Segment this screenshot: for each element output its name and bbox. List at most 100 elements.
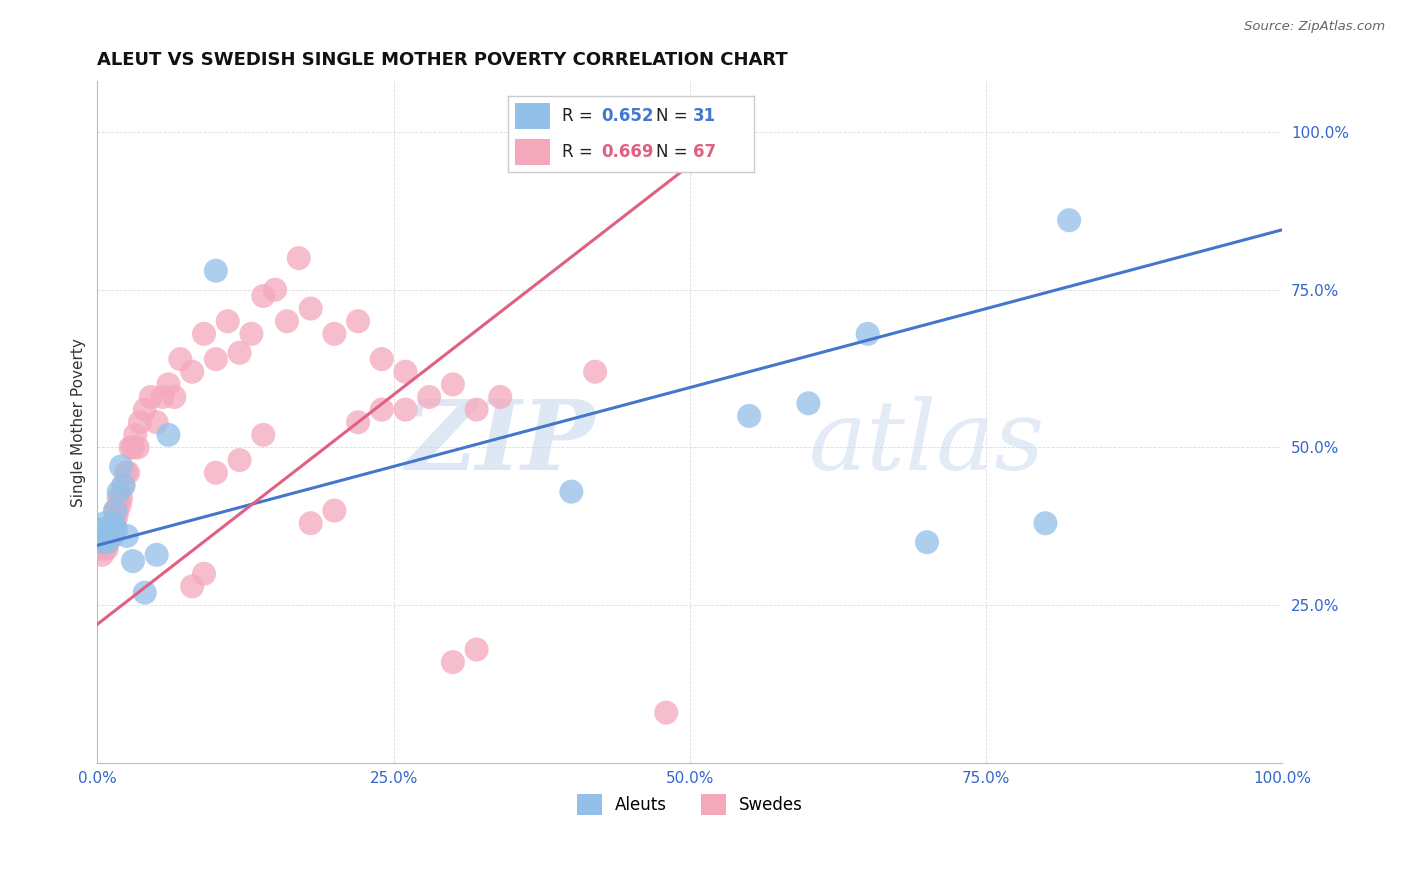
Text: 0.669: 0.669 [602, 143, 654, 161]
Point [163, 390, 186, 404]
Point [129, 415, 152, 429]
Point [228, 453, 250, 467]
Point [347, 415, 370, 429]
Legend: Aleuts, Swedes: Aleuts, Swedes [568, 786, 811, 823]
Point [299, 301, 322, 316]
Y-axis label: Single Mother Poverty: Single Mother Poverty [72, 338, 86, 507]
Point [288, 251, 311, 265]
Point [101, 516, 124, 531]
Point [90, 541, 112, 556]
Text: atlas: atlas [808, 396, 1045, 490]
Point [91, 548, 114, 562]
Point [169, 352, 191, 367]
Point [104, 503, 127, 517]
Point [98, 523, 121, 537]
Point [418, 390, 440, 404]
Point [94, 523, 117, 537]
Point [205, 352, 228, 367]
Point [394, 402, 416, 417]
Point [107, 491, 129, 505]
Point [94, 535, 117, 549]
Point [110, 459, 132, 474]
Point [139, 390, 162, 404]
Point [104, 503, 127, 517]
Point [89, 535, 111, 549]
Point [655, 706, 678, 720]
Point [205, 466, 228, 480]
Point [465, 402, 488, 417]
Point [96, 535, 118, 549]
Point [98, 529, 121, 543]
Text: ALEUT VS SWEDISH SINGLE MOTHER POVERTY CORRELATION CHART: ALEUT VS SWEDISH SINGLE MOTHER POVERTY C… [97, 51, 789, 69]
Point [117, 466, 139, 480]
Point [299, 516, 322, 531]
Point [394, 365, 416, 379]
FancyBboxPatch shape [516, 139, 550, 165]
Point [96, 541, 118, 556]
Point [323, 503, 346, 517]
Point [108, 497, 131, 511]
Point [252, 428, 274, 442]
Point [97, 535, 120, 549]
Point [323, 326, 346, 341]
Point [915, 535, 938, 549]
Point [101, 529, 124, 543]
Point [371, 402, 394, 417]
Text: 0.652: 0.652 [602, 107, 654, 125]
Point [100, 529, 122, 543]
Text: R =: R = [562, 107, 598, 125]
Point [114, 466, 136, 480]
Point [181, 579, 204, 593]
Point [276, 314, 298, 328]
Point [124, 428, 146, 442]
Point [107, 484, 129, 499]
Point [217, 314, 239, 328]
Point [112, 478, 135, 492]
Point [89, 523, 111, 537]
Text: N =: N = [655, 107, 693, 125]
Point [347, 314, 370, 328]
Point [145, 415, 167, 429]
Point [181, 365, 204, 379]
Text: R =: R = [562, 143, 598, 161]
Point [157, 428, 180, 442]
Point [112, 478, 135, 492]
Point [252, 289, 274, 303]
Point [441, 377, 464, 392]
Point [738, 409, 761, 423]
Point [107, 503, 129, 517]
Point [91, 529, 114, 543]
Text: N =: N = [655, 143, 693, 161]
Point [91, 529, 114, 543]
Text: 31: 31 [693, 107, 716, 125]
Point [797, 396, 820, 410]
Point [205, 264, 228, 278]
Point [856, 326, 879, 341]
Point [103, 516, 125, 531]
Text: ZIP: ZIP [405, 396, 595, 490]
Point [152, 390, 174, 404]
Point [157, 377, 180, 392]
Point [100, 523, 122, 537]
Point [100, 529, 122, 543]
Point [120, 441, 142, 455]
Point [240, 326, 263, 341]
Point [90, 529, 112, 543]
Text: 67: 67 [693, 143, 716, 161]
Point [1035, 516, 1057, 531]
Point [93, 516, 115, 531]
Point [122, 554, 145, 568]
Point [465, 642, 488, 657]
Point [134, 402, 156, 417]
Point [115, 529, 138, 543]
Point [371, 352, 394, 367]
Point [228, 346, 250, 360]
Point [110, 491, 132, 505]
Point [489, 390, 512, 404]
Text: Source: ZipAtlas.com: Source: ZipAtlas.com [1244, 20, 1385, 33]
Point [583, 365, 606, 379]
Point [93, 541, 115, 556]
Point [264, 283, 287, 297]
FancyBboxPatch shape [516, 103, 550, 129]
Point [100, 523, 122, 537]
